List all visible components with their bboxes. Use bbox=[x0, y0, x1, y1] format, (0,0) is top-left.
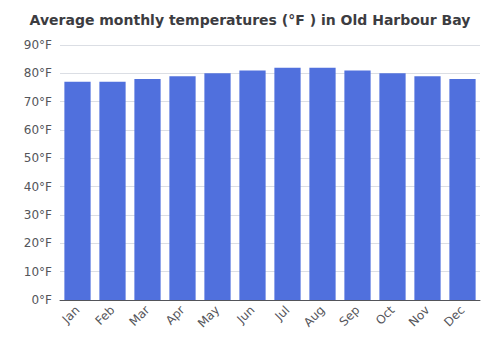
svg-text:0°F: 0°F bbox=[31, 293, 52, 307]
svg-text:Sep: Sep bbox=[337, 303, 363, 329]
svg-text:Dec: Dec bbox=[441, 303, 467, 329]
svg-text:Mar: Mar bbox=[127, 303, 153, 329]
svg-text:Apr: Apr bbox=[163, 303, 188, 328]
svg-text:Jul: Jul bbox=[272, 303, 293, 324]
svg-text:Jun: Jun bbox=[234, 303, 258, 327]
svg-text:Feb: Feb bbox=[93, 303, 118, 328]
svg-text:90°F: 90°F bbox=[24, 38, 52, 52]
svg-text:70°F: 70°F bbox=[24, 95, 52, 109]
svg-text:May: May bbox=[195, 303, 222, 330]
svg-text:Average monthly temperatures (: Average monthly temperatures (°F ) in Ol… bbox=[30, 12, 471, 28]
svg-text:40°F: 40°F bbox=[24, 180, 52, 194]
svg-text:Nov: Nov bbox=[406, 303, 432, 329]
svg-text:30°F: 30°F bbox=[24, 208, 52, 222]
svg-text:60°F: 60°F bbox=[24, 123, 52, 137]
svg-text:Jan: Jan bbox=[59, 303, 83, 327]
svg-text:Oct: Oct bbox=[373, 303, 398, 328]
svg-text:50°F: 50°F bbox=[24, 151, 52, 165]
svg-text:Aug: Aug bbox=[301, 303, 327, 329]
svg-text:10°F: 10°F bbox=[24, 265, 52, 279]
svg-text:20°F: 20°F bbox=[24, 236, 52, 250]
svg-text:80°F: 80°F bbox=[24, 66, 52, 80]
